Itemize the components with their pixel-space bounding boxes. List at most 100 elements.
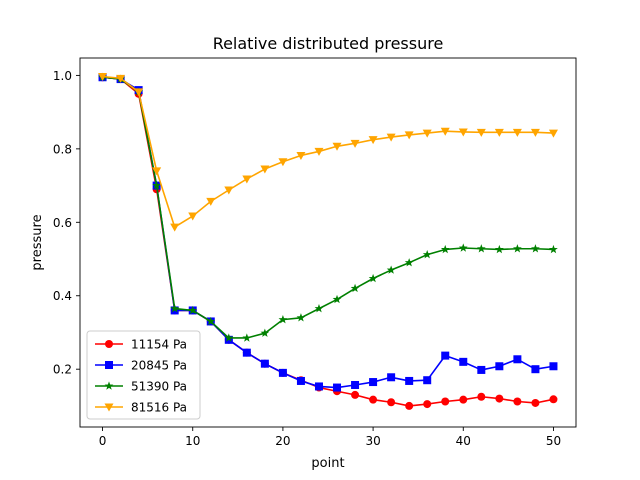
- data-point: [296, 313, 306, 322]
- data-point: [549, 395, 558, 404]
- data-point: [368, 273, 378, 283]
- data-point: [224, 186, 234, 195]
- data-point: [494, 244, 504, 254]
- plot-frame: [79, 57, 577, 428]
- data-point: [513, 244, 522, 253]
- data-point: [260, 328, 270, 337]
- x-tick-label: 10: [185, 434, 200, 448]
- legend-marker: [105, 340, 113, 348]
- data-point: [314, 304, 324, 313]
- data-point: [458, 128, 468, 137]
- data-point: [495, 362, 504, 371]
- data-point: [314, 382, 323, 391]
- data-point: [260, 165, 270, 174]
- data-point: [387, 373, 396, 382]
- y-tick-label: 0.2: [53, 363, 72, 377]
- data-point: [512, 128, 522, 137]
- data-point: [170, 223, 180, 232]
- data-point: [531, 398, 540, 407]
- legend: 11154 Pa 20845 Pa 51390 Pa 81516 Pa: [86, 330, 201, 420]
- data-point: [531, 244, 540, 253]
- legend-marker: [105, 361, 113, 369]
- legend-item: 51390 Pa: [95, 380, 187, 394]
- data-point: [459, 395, 468, 404]
- data-point: [423, 376, 432, 385]
- data-point: [332, 294, 342, 304]
- data-point: [476, 128, 486, 137]
- data-point: [351, 380, 360, 389]
- data-point: [350, 139, 360, 148]
- x-axis-label: point: [311, 456, 344, 471]
- axes: 0 10 20 30 40 50 0.2 0.4 0.6 0.8 1.0: [53, 69, 561, 448]
- data-point: [332, 142, 342, 151]
- data-point: [224, 333, 234, 342]
- data-point: [134, 88, 144, 97]
- series-lines: [98, 72, 558, 410]
- legend-marker: [104, 403, 114, 412]
- series-4: [98, 73, 558, 232]
- data-point: [369, 378, 378, 387]
- data-point: [422, 250, 432, 259]
- data-point: [314, 147, 324, 156]
- data-point: [152, 180, 162, 190]
- data-point: [296, 376, 305, 385]
- data-point: [459, 357, 468, 366]
- data-point: [441, 351, 450, 360]
- data-point: [206, 316, 216, 326]
- legend-item: 20845 Pa: [95, 359, 187, 373]
- data-point: [405, 401, 414, 410]
- data-point: [405, 376, 414, 385]
- data-point: [242, 175, 252, 184]
- data-point: [387, 398, 396, 407]
- data-point: [98, 73, 108, 82]
- legend-item: 11154 Pa: [95, 338, 187, 352]
- legend-label: 11154 Pa: [131, 338, 187, 352]
- data-point: [404, 258, 414, 267]
- plot-area: 0 10 20 30 40 50 0.2 0.4 0.6 0.8 1.0: [53, 57, 577, 448]
- data-point: [206, 197, 216, 206]
- data-point: [549, 244, 558, 254]
- data-point: [440, 244, 450, 254]
- y-tick-label: 0.4: [53, 289, 72, 303]
- data-point: [116, 74, 126, 83]
- data-point: [458, 243, 468, 252]
- legend-marker: [104, 381, 114, 390]
- series-3: [98, 72, 558, 342]
- x-tick-label: 40: [456, 434, 471, 448]
- data-point: [440, 127, 450, 136]
- data-point: [260, 359, 269, 368]
- y-tick-label: 0.6: [53, 216, 72, 230]
- data-point: [278, 158, 288, 167]
- data-point: [423, 400, 432, 409]
- data-point: [188, 305, 198, 315]
- legend-label: 20845 Pa: [131, 359, 187, 373]
- data-point: [494, 128, 504, 137]
- data-point: [368, 136, 378, 145]
- data-point: [548, 129, 558, 138]
- data-point: [369, 395, 378, 404]
- data-point: [477, 392, 486, 401]
- series-line: [102, 76, 554, 339]
- data-point: [170, 304, 180, 313]
- data-point: [495, 394, 504, 403]
- data-point: [386, 265, 396, 274]
- y-tick-label: 1.0: [53, 69, 72, 83]
- y-tick-label: 0.8: [53, 142, 72, 156]
- data-point: [441, 397, 450, 406]
- data-point: [386, 133, 396, 142]
- data-point: [531, 365, 540, 374]
- data-point: [333, 383, 342, 392]
- data-point: [549, 362, 558, 371]
- data-point: [296, 151, 306, 160]
- y-axis-label: pressure: [30, 214, 45, 270]
- data-point: [242, 348, 251, 357]
- data-point: [278, 368, 287, 377]
- data-point: [404, 131, 414, 140]
- data-point: [477, 365, 486, 374]
- data-point: [351, 390, 360, 399]
- legend-box: [86, 330, 201, 420]
- chart-title: Relative distributed pressure: [213, 34, 444, 53]
- data-point: [278, 315, 288, 324]
- legend-label: 51390 Pa: [131, 380, 187, 394]
